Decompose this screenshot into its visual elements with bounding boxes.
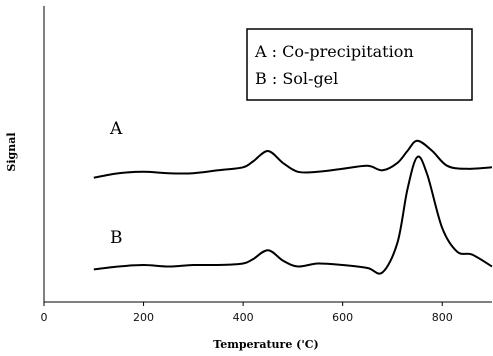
legend: A : Co-precipitation B : Sol-gel [246, 28, 473, 101]
x-axis-title: Temperature ('C) [213, 338, 318, 351]
legend-box [246, 28, 473, 101]
x-ticks: 0 200 400 600 800 [41, 302, 453, 324]
x-tick-label: 0 [41, 311, 48, 324]
series-layer: AB [93, 119, 493, 275]
series-label-a: A [109, 119, 123, 139]
series-label-b: B [110, 228, 123, 248]
legend-entry-b: B : Sol-gel [255, 69, 338, 88]
axes [43, 6, 492, 303]
x-tick-label: 400 [233, 311, 254, 324]
legend-entry-a: A : Co-precipitation [254, 42, 414, 61]
series-line-a [93, 139, 493, 179]
series-line-b [93, 155, 493, 275]
x-tick-label: 600 [332, 311, 353, 324]
x-tick-label: 800 [432, 311, 453, 324]
x-tick-label: 200 [133, 311, 154, 324]
y-axis-title: Signal [5, 132, 18, 171]
